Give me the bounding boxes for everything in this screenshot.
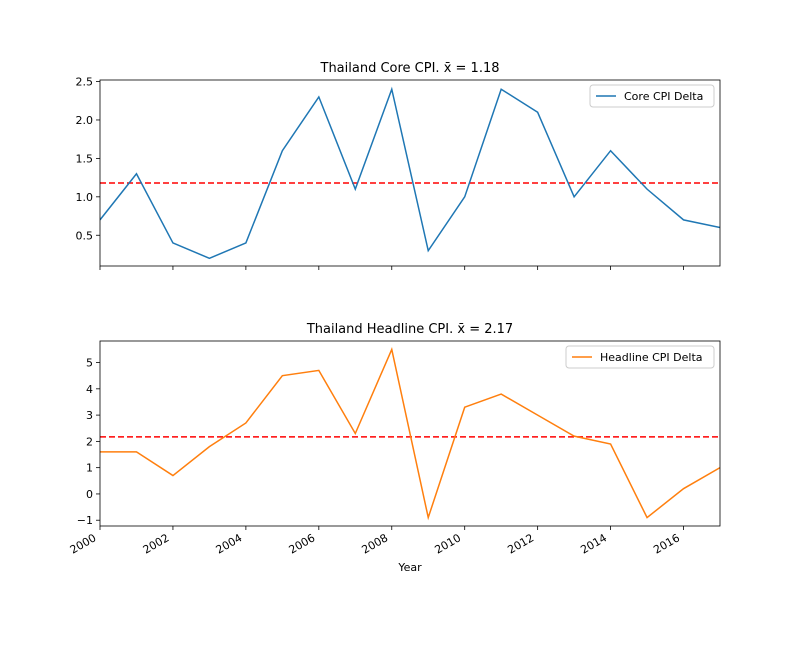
core-ytick-label: 2.0 (76, 114, 94, 127)
headline-xtick-label: 2000 (68, 531, 99, 556)
headline-xtick-label: 2012 (505, 531, 536, 556)
headline-xtick-label: 2006 (287, 531, 318, 556)
headline-x-axis-label: Year (397, 561, 422, 574)
headline-ytick-label: 3 (86, 409, 93, 422)
core-ytick-label: 2.5 (76, 76, 94, 89)
headline-series-line (100, 349, 720, 517)
headline-ytick-label: 0 (86, 488, 93, 501)
headline-xtick-label: 2016 (651, 531, 682, 556)
core-cpi-axes: Thailand Core CPI. x̄ = 1.18 0.5 1.0 1.5 2.0… (76, 61, 721, 270)
core-series-line (100, 89, 720, 258)
headline-cpi-axes: Thailand Headline CPI. x̄ = 2.17 −1 0 1 2 3 4 5… (68, 322, 720, 574)
headline-chart-title: Thailand Headline CPI. x̄ = 2.17 (306, 322, 513, 337)
headline-ytick-label: 1 (86, 462, 93, 475)
headline-xtick-label: 2014 (578, 531, 609, 556)
core-ytick-label: 0.5 (76, 229, 94, 242)
headline-ytick-label: 4 (86, 383, 93, 396)
headline-xtick-label: 2010 (432, 531, 463, 556)
headline-xtick-label: 2004 (214, 531, 245, 556)
headline-ytick-label: 2 (86, 435, 93, 448)
core-legend-label: Core CPI Delta (624, 90, 703, 103)
headline-ytick-label: 5 (86, 357, 93, 370)
headline-legend-label: Headline CPI Delta (600, 351, 703, 364)
headline-xtick-label: 2008 (360, 531, 391, 556)
core-ytick-label: 1.5 (76, 152, 94, 165)
headline-legend: Headline CPI Delta (566, 346, 714, 368)
core-ytick-label: 1.0 (76, 191, 94, 204)
core-legend: Core CPI Delta (590, 85, 714, 107)
headline-xtick-label: 2002 (141, 531, 172, 556)
headline-ytick-label: −1 (77, 514, 93, 527)
core-chart-title: Thailand Core CPI. x̄ = 1.18 (320, 61, 500, 76)
